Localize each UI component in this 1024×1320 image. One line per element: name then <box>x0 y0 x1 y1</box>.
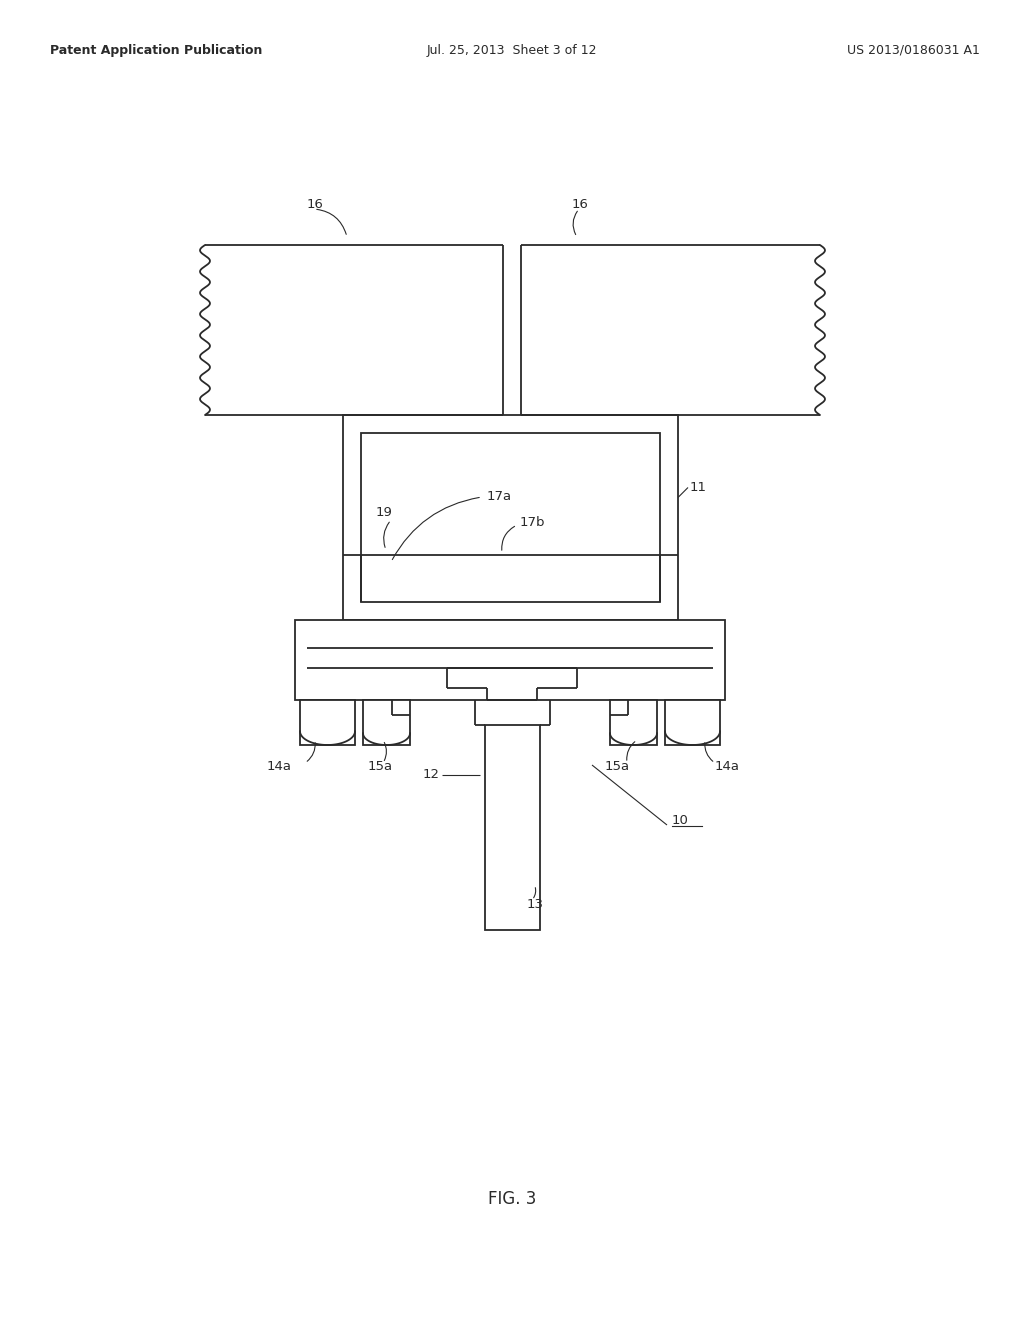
Text: 16: 16 <box>307 198 324 211</box>
Text: 14a: 14a <box>715 760 740 774</box>
Text: 15a: 15a <box>368 760 393 774</box>
Bar <box>343 414 678 620</box>
Bar <box>361 433 660 602</box>
Text: 14a: 14a <box>267 760 292 774</box>
Text: 17a: 17a <box>487 491 512 503</box>
Text: 12: 12 <box>423 768 439 781</box>
Text: 17b: 17b <box>520 516 546 528</box>
Text: 11: 11 <box>690 480 707 494</box>
Text: 16: 16 <box>572 198 589 211</box>
Text: 15a: 15a <box>605 760 630 774</box>
Text: 13: 13 <box>527 899 544 912</box>
Text: Jul. 25, 2013  Sheet 3 of 12: Jul. 25, 2013 Sheet 3 of 12 <box>427 44 597 57</box>
Text: Patent Application Publication: Patent Application Publication <box>50 44 262 57</box>
Bar <box>610 700 657 744</box>
Bar <box>300 700 355 744</box>
Text: 19: 19 <box>376 507 393 520</box>
Bar <box>665 700 720 744</box>
Bar <box>484 725 540 931</box>
Text: US 2013/0186031 A1: US 2013/0186031 A1 <box>847 44 980 57</box>
Text: FIG. 3: FIG. 3 <box>487 1189 537 1208</box>
Bar <box>362 700 410 744</box>
Bar <box>295 620 725 700</box>
Text: 10: 10 <box>672 813 689 826</box>
